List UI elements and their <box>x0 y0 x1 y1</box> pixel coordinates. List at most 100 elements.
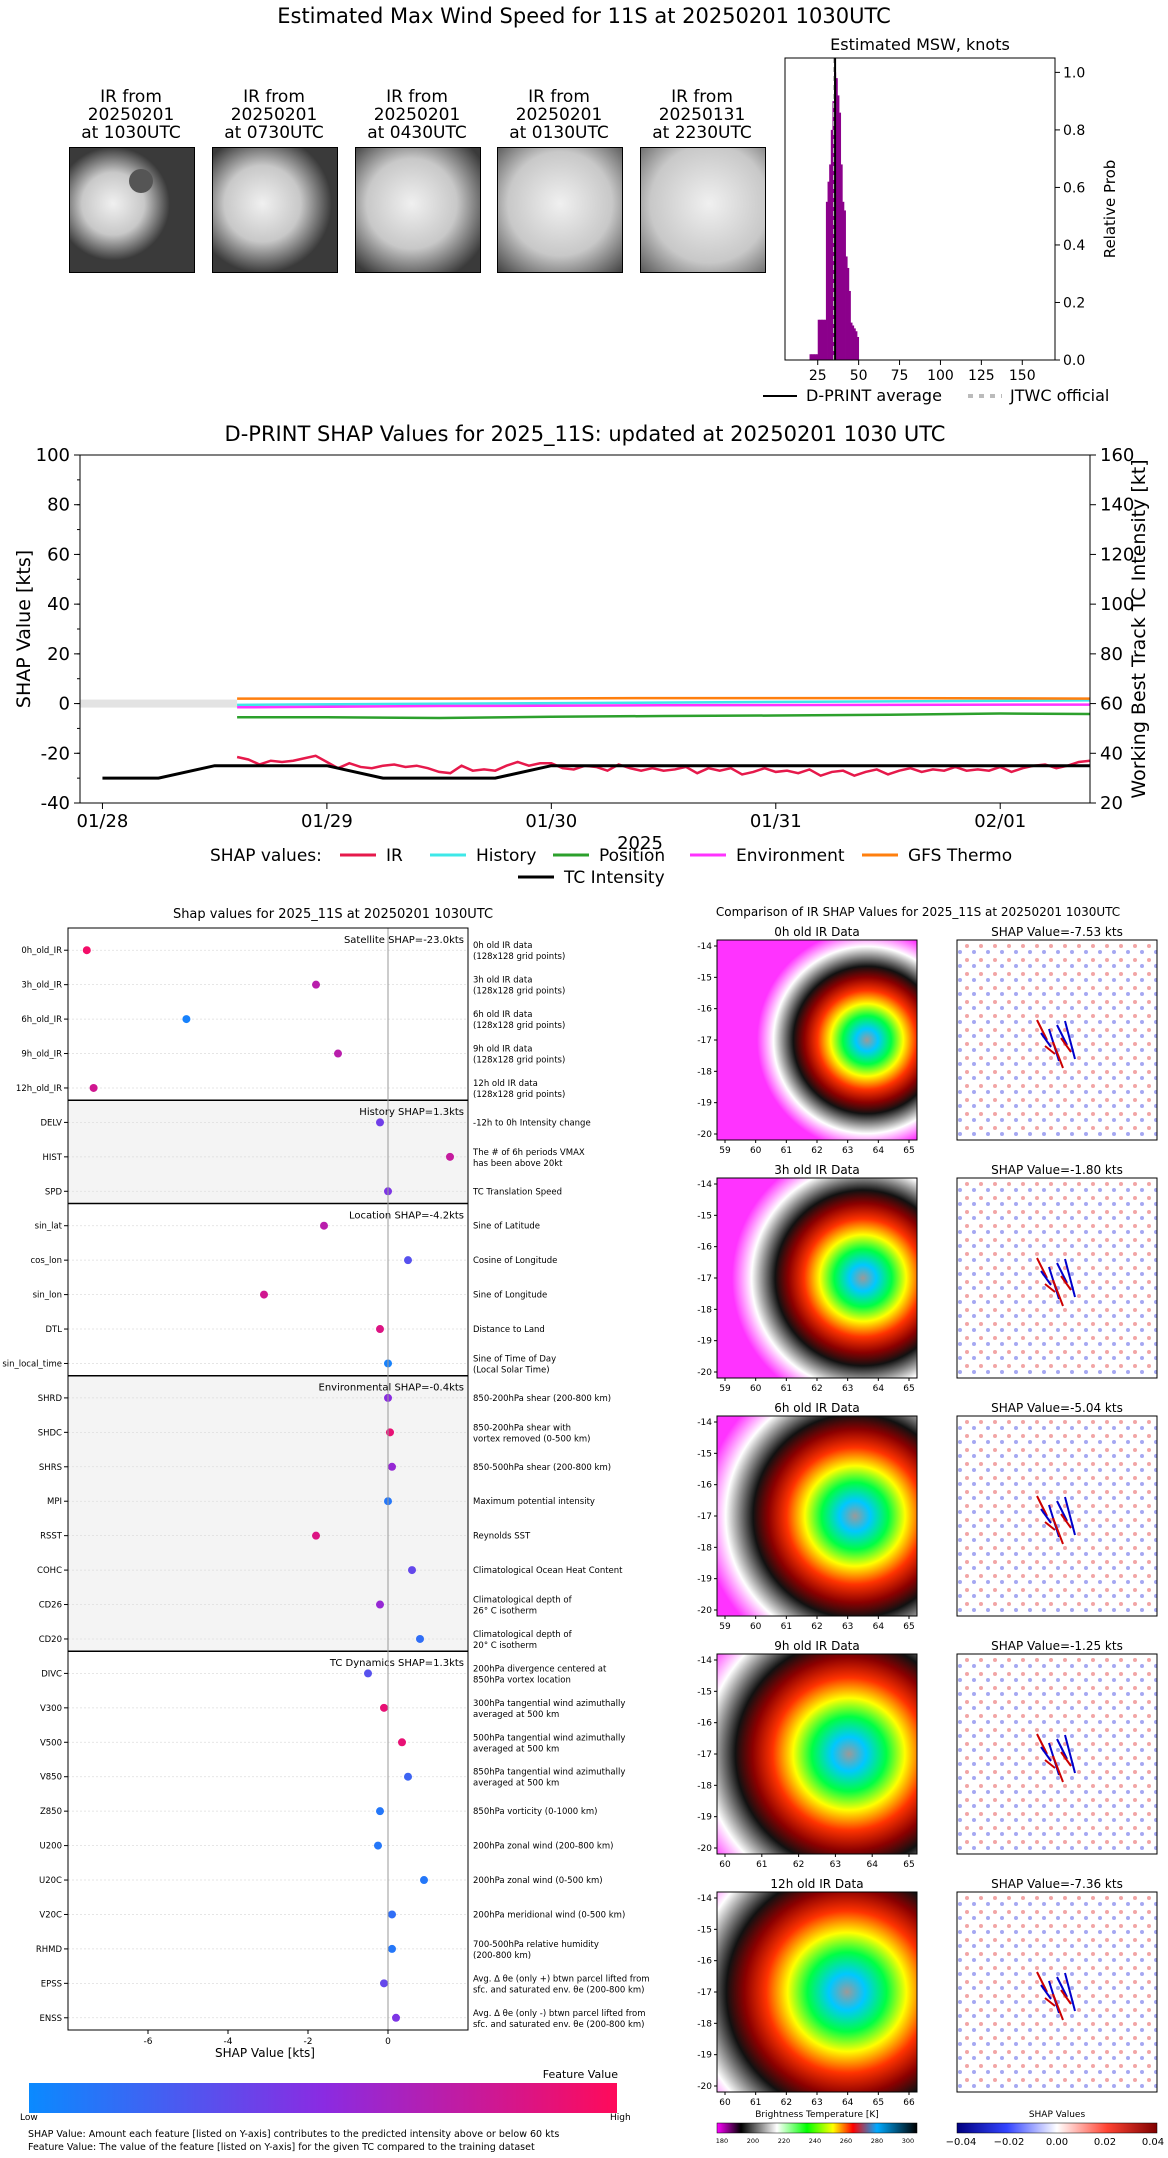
shap-streak <box>1056 1976 1068 1998</box>
feature-desc: (Local Solar Time) <box>473 1365 550 1375</box>
shap-panel-title: SHAP Value=-7.53 kts <box>991 925 1123 939</box>
y-tick-label: -18 <box>697 1067 712 1077</box>
shap-dot <box>420 1876 428 1885</box>
msw-bar <box>811 354 814 360</box>
x-tick-label: 62 <box>811 1384 822 1394</box>
thumbnail-caption-line: at 1030UTC <box>81 123 181 143</box>
sv-tick-label: 0.02 <box>1094 2137 1116 2148</box>
legend-label: Position <box>599 846 665 866</box>
feature-name: sin_lat <box>35 1222 63 1232</box>
ir-panel-title: 9h old IR Data <box>774 1639 860 1653</box>
colorbar-high: High <box>610 2113 631 2123</box>
msw-bar <box>814 354 817 360</box>
msw-bar <box>816 354 819 360</box>
msw-ylabel: Relative Prob <box>1101 160 1119 259</box>
feature-desc: Avg. Δ θe (only -) btwn parcel lifted fr… <box>473 2009 646 2019</box>
y-tick-label: -18 <box>697 1781 712 1791</box>
feature-desc: Reynolds SST <box>473 1532 531 1542</box>
shap-streak <box>1064 1734 1076 1774</box>
thumb-cloud <box>69 147 195 273</box>
ir-thumbnail: IR from 20250201 at 0130UTC <box>477 88 641 142</box>
y-tick-label: -15 <box>697 1449 712 1459</box>
x-tick-label: 64 <box>842 2098 854 2108</box>
ir-thumbnail-image <box>497 147 623 273</box>
sv-colorbar <box>956 2122 1158 2134</box>
shap-dot <box>312 980 320 989</box>
y-tick-label: -14 <box>697 1656 712 1666</box>
y-tick-label: -17 <box>697 1750 712 1760</box>
ir-thumbnail-image <box>640 147 766 273</box>
feature-desc: 850-500hPa shear (200-800 km) <box>473 1463 611 1473</box>
y2-tick-label: 20 <box>1100 793 1123 814</box>
thumb-frame <box>69 147 195 273</box>
feature-desc: Climatological depth of <box>473 1630 573 1640</box>
ir-panel-image <box>717 1892 917 2092</box>
feature-name: EPSS <box>41 1979 62 1989</box>
feature-desc: 850hPa tangential wind azimuthally <box>473 1768 625 1778</box>
shap-dot <box>416 1634 424 1643</box>
ir-panel-title: 6h old IR Data <box>774 1401 860 1415</box>
shap-streak <box>1036 1495 1048 1517</box>
msw-bar <box>839 112 842 361</box>
x-tick-label: 01/31 <box>750 811 802 832</box>
shap-streak <box>1052 1279 1064 1307</box>
y-tick-label: 60 <box>47 544 70 565</box>
x-tick-label: -4 <box>224 2037 233 2047</box>
x-tick-label: 62 <box>781 2098 792 2108</box>
bt-tick-label: 180 <box>716 2137 728 2145</box>
sv-tick-label: 0.00 <box>1046 2137 1068 2148</box>
feature-desc: 9h old IR data <box>473 1045 532 1055</box>
sv-tick-label: 0.04 <box>1142 2137 1164 2148</box>
y-tick-label: 100 <box>36 445 70 466</box>
bt-colorbar-label: Brightness Temperature [K] <box>755 2110 879 2120</box>
feature-name: V850 <box>40 1773 62 1783</box>
shap-streak <box>1056 1262 1068 1284</box>
x-tick-label: 01/28 <box>77 811 129 832</box>
y2-tick-label: 160 <box>1100 445 1134 466</box>
feature-desc: TC Translation Speed <box>472 1187 562 1197</box>
shap-streak <box>1056 1738 1068 1760</box>
y-tick-label: 1.0 <box>1063 65 1085 81</box>
shap-panel-frame <box>956 1653 1158 1855</box>
shap-dot <box>388 1462 396 1471</box>
ts-y2label: Working Best Track TC Intensity [kt] <box>1128 459 1150 798</box>
feature-desc: Climatological depth of <box>473 1596 573 1606</box>
shap-dot <box>386 1428 394 1437</box>
feature-name: SHRS <box>39 1463 62 1473</box>
x-tick-label: 60 <box>719 1860 731 1870</box>
feature-desc: sfc. and saturated env. θe (200-800 km) <box>473 2020 645 2030</box>
msw-bar <box>822 319 825 360</box>
bt-tick-label: 220 <box>778 2137 790 2145</box>
ir-panel-title: 12h old IR Data <box>770 1877 863 1891</box>
x-tick-label: 64 <box>866 1860 878 1870</box>
y2-tick-label: 60 <box>1100 694 1123 715</box>
y-tick-label: -18 <box>697 2019 712 2029</box>
x-tick-label: 65 <box>903 1384 914 1394</box>
shap-streak <box>1060 1275 1072 1291</box>
shap-streak <box>1064 1972 1076 2012</box>
feature-name: 0h_old_IR <box>21 946 62 956</box>
shap-dot <box>392 2013 400 2022</box>
y-tick-label: 0.2 <box>1063 295 1085 311</box>
shap-dot <box>374 1841 382 1850</box>
x-tick-label: 65 <box>903 1146 914 1156</box>
x-tick-label: 65 <box>903 1860 914 1870</box>
feature-name: 9h_old_IR <box>21 1050 62 1060</box>
shap-panel-image <box>957 940 1157 1140</box>
group-shade <box>68 1100 468 1204</box>
feature-name: V20C <box>39 1910 62 1920</box>
feature-desc: Distance to Land <box>473 1325 545 1335</box>
x-tick-label: 62 <box>811 1622 822 1632</box>
shap-dot <box>388 1944 396 1953</box>
ir-thumbnail-image <box>69 147 195 273</box>
feature-desc: averaged at 500 km <box>473 1779 559 1789</box>
y-tick-label: -20 <box>697 1844 712 1854</box>
shap-streak <box>1040 1508 1052 1524</box>
shap-streak <box>1064 1020 1076 1060</box>
sv-tick-label: −0.04 <box>946 2137 977 2148</box>
y-tick-label: -18 <box>697 1305 712 1315</box>
msw-bar <box>842 201 845 360</box>
feature-desc: averaged at 500 km <box>473 1744 559 1754</box>
feature-name: U20C <box>39 1876 62 1886</box>
y-tick-label: 0.4 <box>1063 238 1085 254</box>
